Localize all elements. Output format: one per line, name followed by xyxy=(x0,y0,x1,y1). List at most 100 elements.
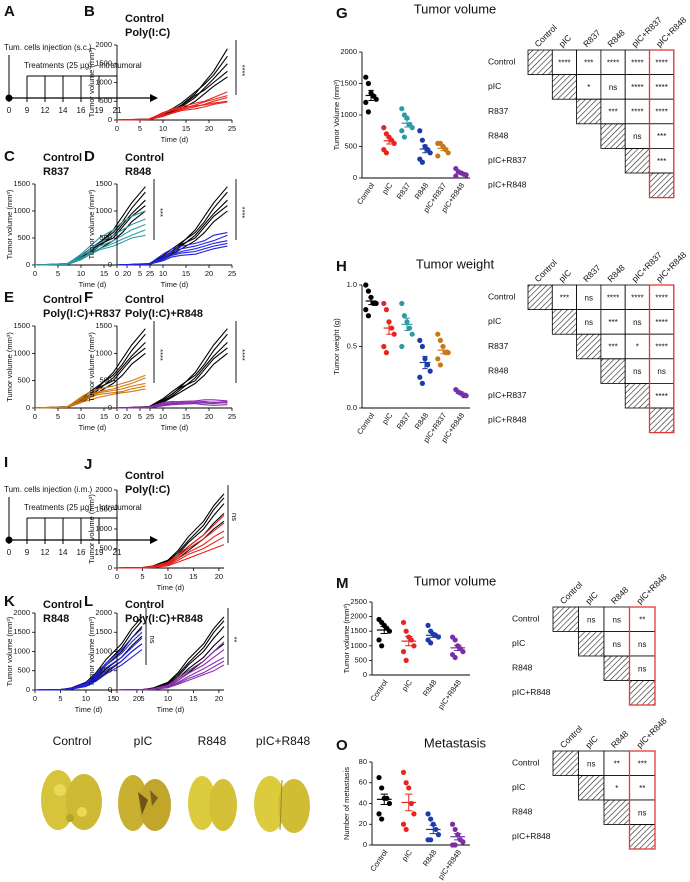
y-tick-label: 500 xyxy=(99,666,112,675)
diagonal-cell xyxy=(600,123,626,149)
photo-label: pIC xyxy=(134,734,153,748)
significance-cell: ns xyxy=(613,640,621,649)
data-point xyxy=(417,337,423,343)
column-header: pIC+R848 xyxy=(634,572,668,606)
category-label: Control xyxy=(368,848,389,873)
data-point xyxy=(452,842,458,848)
data-point xyxy=(428,640,434,646)
significance-cell: **** xyxy=(631,83,643,92)
tumor-growth-line xyxy=(116,347,228,409)
x-axis-label: Time (d) xyxy=(161,423,189,432)
y-tick-label: 0 xyxy=(26,260,30,269)
table-cell xyxy=(624,309,650,335)
x-tick-label: 0 xyxy=(115,124,119,133)
x-tick-label: 0 xyxy=(115,269,119,278)
error-bar xyxy=(429,824,437,835)
significance-cell: ns xyxy=(657,367,665,376)
x-tick-label: 0 xyxy=(33,694,37,703)
lung xyxy=(41,770,102,830)
y-tick-label: 500 xyxy=(99,96,112,105)
day-label: 0 xyxy=(7,548,12,557)
panel-letter: G xyxy=(336,5,348,22)
row-label: Control xyxy=(512,758,540,768)
table-cell xyxy=(629,631,656,657)
panel-letter: J xyxy=(84,456,92,473)
error-bar xyxy=(386,321,392,335)
significance-cell: ns xyxy=(633,318,641,327)
x-tick-label: 10 xyxy=(164,572,172,581)
column-header: R848 xyxy=(609,728,631,750)
data-point xyxy=(363,99,369,105)
y-tick-label: 1500 xyxy=(350,626,367,635)
row-label: pIC+R848 xyxy=(512,687,551,697)
significance-cell: ns xyxy=(613,615,621,624)
panel-letter: I xyxy=(4,454,8,471)
data-point xyxy=(437,337,443,343)
data-point xyxy=(417,374,423,380)
tumor-growth-line xyxy=(34,218,146,266)
row-label: R848 xyxy=(488,130,509,140)
row-label: R837 xyxy=(488,341,509,351)
x-tick-label: 5 xyxy=(138,412,142,421)
data-point xyxy=(452,654,458,661)
y-tick-label: 0 xyxy=(108,685,112,694)
x-tick-label: 20 xyxy=(133,694,141,703)
significance-cell: *** xyxy=(608,343,617,352)
diagonal-cell xyxy=(649,172,675,199)
panel-letter: M xyxy=(336,575,349,592)
diagonal-cell xyxy=(600,358,626,384)
tumor-growth-line xyxy=(116,245,228,266)
category-label: R848 xyxy=(413,181,431,201)
table-cell xyxy=(578,606,605,632)
row-label: pIC xyxy=(512,638,525,648)
data-point xyxy=(365,80,371,87)
significance-label: ns xyxy=(230,513,239,521)
panel-letter: O xyxy=(336,737,348,754)
data-point xyxy=(449,821,456,827)
tumor-growth-line xyxy=(116,333,228,409)
y-axis-label: Tumor volume (mm³) xyxy=(87,189,96,259)
day-label: 14 xyxy=(59,548,68,557)
y-tick-label: 500 xyxy=(354,655,367,664)
y-axis-label: Tumor volume (mm³) xyxy=(5,616,14,686)
data-point xyxy=(373,96,379,102)
y-tick-label: 1500 xyxy=(95,627,112,636)
significance-cell: *** xyxy=(608,108,617,117)
legend-label: Poly(I:C) xyxy=(125,484,171,496)
x-tick-label: 20 xyxy=(215,694,223,703)
x-axis-label: Time (d) xyxy=(79,423,107,432)
category-label: Control xyxy=(355,181,376,206)
category-label: pIC+R848 xyxy=(436,848,463,881)
photo-label: R848 xyxy=(198,734,227,748)
diagonal-cell xyxy=(649,407,675,434)
data-point xyxy=(419,380,425,386)
y-axis-label: Tumor volume (mm³) xyxy=(342,603,351,673)
significance-cell: ns xyxy=(633,132,641,141)
data-point xyxy=(400,619,407,626)
y-tick-label: 2000 xyxy=(95,608,112,617)
data-point xyxy=(460,839,466,845)
lung xyxy=(254,776,310,833)
y-tick-label: 500 xyxy=(17,233,30,242)
tumor-growth-line xyxy=(116,530,225,569)
x-tick-label: 10 xyxy=(77,269,85,278)
x-tick-label: 15 xyxy=(107,694,115,703)
timeline-arrow xyxy=(150,94,158,102)
y-tick-label: 1500 xyxy=(95,321,112,330)
data-point xyxy=(445,350,451,356)
significance-cell: * xyxy=(636,343,639,352)
diagonal-cell xyxy=(624,147,650,174)
row-label: R848 xyxy=(488,365,509,375)
table-cell xyxy=(624,333,650,360)
panel-letter: D xyxy=(84,148,95,165)
y-tick-label: 1500 xyxy=(13,321,30,330)
x-axis-label: Time (d) xyxy=(161,135,189,144)
x-tick-label: 20 xyxy=(215,572,223,581)
row-label: R848 xyxy=(512,807,533,817)
photo-label: Control xyxy=(53,734,92,748)
panel-letter: B xyxy=(84,3,95,20)
significance-cell: *** xyxy=(657,132,666,141)
significance-cell: **** xyxy=(655,318,667,327)
diagonal-cell xyxy=(527,284,553,311)
